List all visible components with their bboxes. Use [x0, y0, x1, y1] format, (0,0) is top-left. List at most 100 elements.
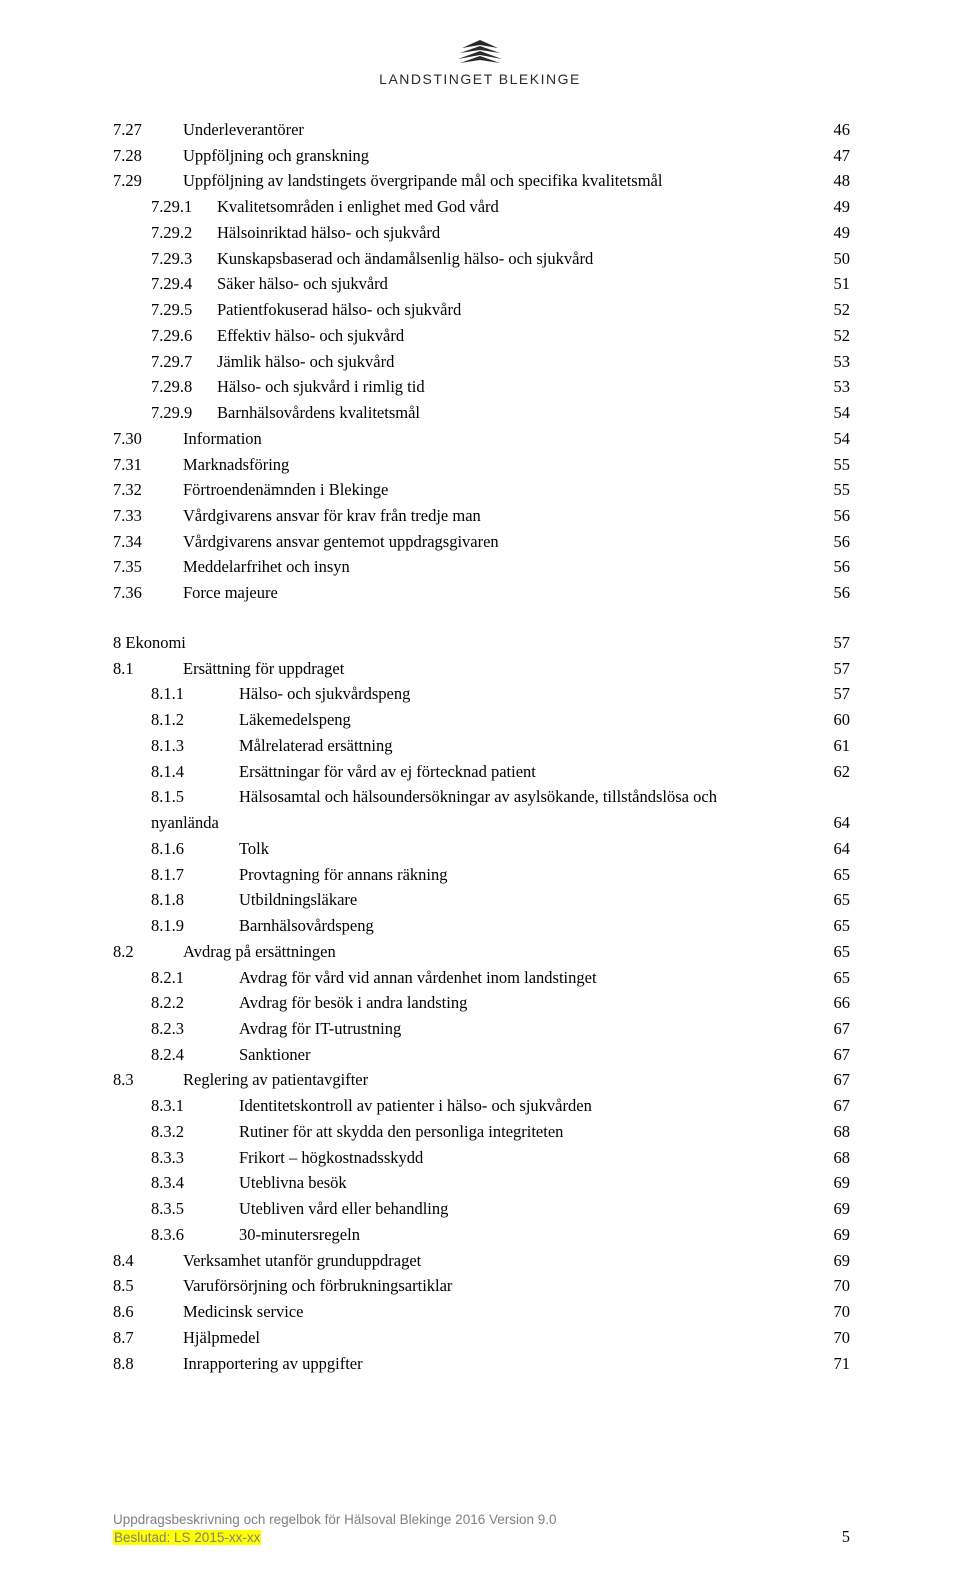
toc-entry-number: 8.8	[113, 1351, 183, 1377]
toc-entry-title: Hälso- och sjukvårdspeng	[239, 681, 410, 707]
toc-entry-title: Kvalitetsområden i enlighet med God vård	[217, 194, 499, 220]
toc-entry-page: 55	[834, 452, 851, 478]
toc-entry-page: 55	[834, 477, 851, 503]
toc-entry-number: 8.3.3	[151, 1145, 239, 1171]
toc-entry-title: Vårdgivarens ansvar för krav från tredje…	[183, 503, 481, 529]
toc-entry-page: 53	[834, 349, 851, 375]
toc-entry-page: 70	[834, 1325, 851, 1351]
toc-entry-number: 8.1.5	[151, 784, 239, 810]
toc-entry: 7.36Force majeure56	[113, 580, 850, 606]
toc-entry: 7.29Uppföljning av landstingets övergrip…	[113, 168, 850, 194]
toc-entry-number: 8.3	[113, 1067, 183, 1093]
toc-entry-title: Utbildningsläkare	[239, 887, 357, 913]
toc-entry-number: 7.29.3	[151, 246, 217, 272]
footer-decision-date: Beslutad: LS 2015-xx-xx	[113, 1530, 261, 1545]
toc-entry: 8.6Medicinsk service70	[113, 1299, 850, 1325]
toc-entry: 8.1.5Hälsosamtal och hälsoundersökningar…	[113, 784, 850, 810]
toc-entry-page: 56	[834, 529, 851, 555]
table-of-contents: 7.27Underleverantörer467.28Uppföljning o…	[0, 87, 960, 1376]
toc-entry-title: Rutiner för att skydda den personliga in…	[239, 1119, 563, 1145]
toc-entry-page: 65	[834, 965, 851, 991]
toc-entry-page: 51	[834, 271, 851, 297]
toc-entry-title: Vårdgivarens ansvar gentemot uppdragsgiv…	[183, 529, 499, 555]
toc-entry-number: 8.1.3	[151, 733, 239, 759]
toc-entry: 7.29.4Säker hälso- och sjukvård51	[113, 271, 850, 297]
toc-entry-page: 57	[834, 630, 851, 656]
page-number: 5	[842, 1527, 850, 1547]
toc-entry-number: 7.29.8	[151, 374, 217, 400]
toc-entry-number: 8.1	[113, 656, 183, 682]
toc-entry-title: Hälso- och sjukvård i rimlig tid	[217, 374, 425, 400]
toc-entry: 8.1.8Utbildningsläkare65	[113, 887, 850, 913]
toc-entry-page: 69	[834, 1196, 851, 1222]
toc-entry: 8.1Ersättning för uppdraget 57	[113, 656, 850, 682]
toc-entry-page: 64	[834, 810, 851, 836]
toc-entry-title: Hälsosamtal och hälsoundersökningar av a…	[239, 784, 717, 810]
toc-entry-title: Uteblivna besök	[239, 1170, 347, 1196]
toc-entry-title: Uppföljning och granskning	[183, 143, 369, 169]
toc-entry: 8.2.3Avdrag för IT-utrustning 67	[113, 1016, 850, 1042]
toc-entry-number: 8.2.2	[151, 990, 239, 1016]
toc-entry-number: 8.1.1	[151, 681, 239, 707]
toc-entry-number: 8.2.3	[151, 1016, 239, 1042]
toc-entry-page: 68	[834, 1145, 851, 1171]
toc-entry-title: Utebliven vård eller behandling	[239, 1196, 448, 1222]
toc-entry: 7.30Information54	[113, 426, 850, 452]
toc-entry-title: Avdrag för IT-utrustning	[239, 1016, 401, 1042]
toc-entry-page: 65	[834, 862, 851, 888]
toc-entry-number: 8.3.4	[151, 1170, 239, 1196]
toc-entry: 8.2.2Avdrag för besök i andra landsting6…	[113, 990, 850, 1016]
toc-entry-page: 57	[834, 656, 851, 682]
toc-entry-title: Ersättningar för vård av ej förtecknad p…	[239, 759, 536, 785]
toc-entry: 7.29.7Jämlik hälso- och sjukvård53	[113, 349, 850, 375]
toc-entry-title: Barnhälsovårdens kvalitetsmål	[217, 400, 420, 426]
toc-entry-title: Frikort – högkostnadsskydd	[239, 1145, 423, 1171]
toc-entry-number: 8.2	[113, 939, 183, 965]
toc-entry-title: Varuförsörjning och förbrukningsartiklar	[183, 1273, 452, 1299]
toc-entry: 7.29.2Hälsoinriktad hälso- och sjukvård4…	[113, 220, 850, 246]
toc-entry: 8.3Reglering av patientavgifter67	[113, 1067, 850, 1093]
toc-entry-title: Barnhälsovårdspeng	[239, 913, 374, 939]
toc-entry: 7.35Meddelarfrihet och insyn56	[113, 554, 850, 580]
org-logo-icon	[454, 38, 506, 69]
toc-entry-number: 7.29.5	[151, 297, 217, 323]
toc-entry-page: 69	[834, 1248, 851, 1274]
toc-entry-page: 70	[834, 1299, 851, 1325]
toc-entry-number: 7.29.1	[151, 194, 217, 220]
toc-entry-title: Förtroendenämnden i Blekinge	[183, 477, 388, 503]
toc-entry-title: Ersättning för uppdraget	[183, 656, 344, 682]
toc-entry-page: 56	[834, 580, 851, 606]
toc-entry-page: 52	[834, 323, 851, 349]
toc-entry: 7.29.8Hälso- och sjukvård i rimlig tid53	[113, 374, 850, 400]
toc-entry: 7.29.9Barnhälsovårdens kvalitetsmål54	[113, 400, 850, 426]
toc-entry-title: Uppföljning av landstingets övergripande…	[183, 168, 662, 194]
toc-entry: 8.1.3Målrelaterad ersättning61	[113, 733, 850, 759]
toc-entry: 8.1.4Ersättningar för vård av ej förteck…	[113, 759, 850, 785]
toc-entry-title: Identitetskontroll av patienter i hälso-…	[239, 1093, 592, 1119]
toc-entry-page: 47	[834, 143, 851, 169]
toc-entry-title: 30-minutersregeln	[239, 1222, 360, 1248]
toc-entry-number: 8.7	[113, 1325, 183, 1351]
toc-entry-number: 8.1.8	[151, 887, 239, 913]
toc-entry-title: Information	[183, 426, 262, 452]
toc-entry: 7.29.3Kunskapsbaserad och ändamålsenlig …	[113, 246, 850, 272]
toc-entry-title: Läkemedelspeng	[239, 707, 351, 733]
toc-entry-title: Underleverantörer	[183, 117, 304, 143]
toc-entry-number: 8.1.9	[151, 913, 239, 939]
toc-entry: 8.8Inrapportering av uppgifter71	[113, 1351, 850, 1377]
toc-entry: 7.34Vårdgivarens ansvar gentemot uppdrag…	[113, 529, 850, 555]
toc-entry-page: 56	[834, 503, 851, 529]
page-footer: Uppdragsbeskrivning och regelbok för Häl…	[113, 1512, 850, 1547]
toc-entry-page: 67	[834, 1067, 851, 1093]
toc-entry-title: Tolk	[239, 836, 269, 862]
toc-entry-number: 7.29	[113, 168, 183, 194]
org-name: LANDSTINGET BLEKINGE	[0, 71, 960, 87]
toc-entry: 8.1.1Hälso- och sjukvårdspeng57	[113, 681, 850, 707]
toc-entry-page: 66	[834, 990, 851, 1016]
toc-entry-title: Avdrag på ersättningen	[183, 939, 336, 965]
toc-entry-number: 8.3.5	[151, 1196, 239, 1222]
toc-entry: nyanlända64	[113, 810, 850, 836]
toc-entry-title: Sanktioner	[239, 1042, 311, 1068]
toc-entry-number: 8.6	[113, 1299, 183, 1325]
toc-entry-page: 67	[834, 1016, 851, 1042]
